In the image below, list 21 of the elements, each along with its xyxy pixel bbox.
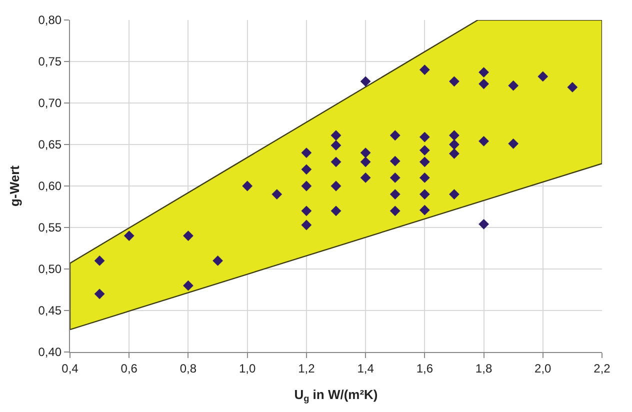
y-tick-label: 0,80 (38, 13, 62, 28)
y-tick-label: 0,60 (38, 179, 62, 194)
x-axis-title: U$_{g}$ in W/(m²K) (294, 387, 378, 404)
y-tick-label: 0,65 (38, 138, 62, 152)
x-tick-label: 2,2 (594, 361, 611, 376)
x-tick-label: 1,2 (298, 361, 316, 376)
x-tick-label: 2,0 (534, 361, 552, 376)
y-tick-label: 0,70 (38, 96, 62, 110)
y-tick-label: 0,55 (38, 220, 62, 235)
x-tick-label: 1,6 (416, 361, 434, 376)
x-tick-label: 1,4 (357, 361, 374, 376)
y-axis-title: g-Wert (7, 164, 22, 206)
x-tick-label: 0,4 (62, 361, 79, 376)
y-tick-label: 0,45 (38, 304, 62, 318)
y-tick-label: 0,75 (38, 54, 62, 69)
y-tick-label: 0,50 (38, 262, 62, 276)
x-tick-label: 1,0 (238, 361, 256, 376)
y-tick-label: 0,40 (38, 345, 62, 360)
x-tick-label: 0,8 (180, 361, 197, 376)
x-tick-label: 0,6 (120, 361, 138, 376)
x-tick-label: 1,8 (475, 361, 492, 376)
